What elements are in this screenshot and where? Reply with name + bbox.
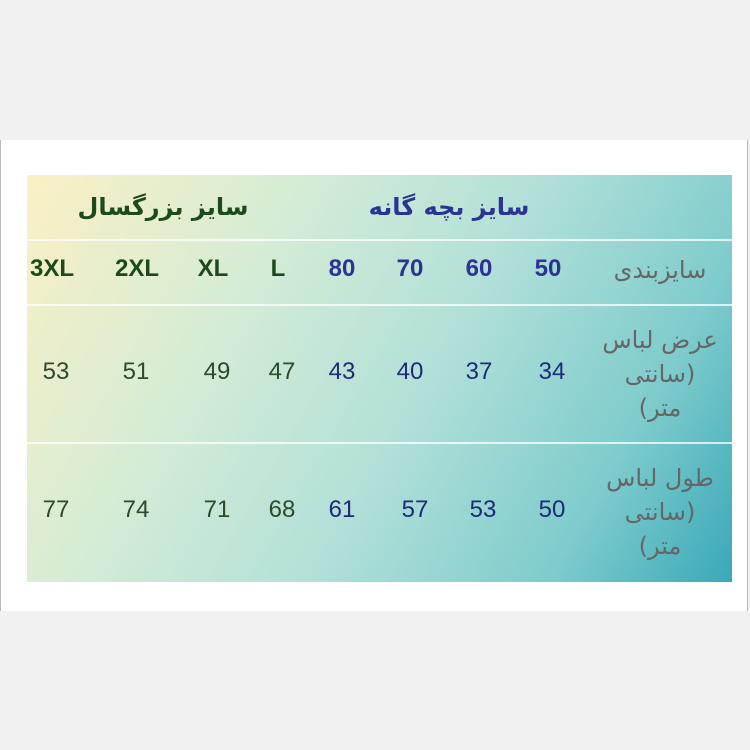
width-value: 47: [268, 358, 296, 385]
length-value: 77: [42, 496, 70, 523]
width-value: 43: [328, 358, 356, 385]
width-row-label: عرض لباس (سانتی متر): [602, 326, 718, 422]
length-value: 53: [469, 496, 497, 523]
width-value: 49: [203, 358, 231, 385]
length-value: 71: [203, 496, 231, 523]
size-l: L: [270, 255, 286, 282]
size-80: 80: [328, 255, 356, 282]
width-value: 37: [465, 358, 493, 385]
size-2xl: 2XL: [114, 255, 160, 282]
kids-size-heading: سایز بچه گانه: [368, 193, 530, 221]
size-50: 50: [534, 255, 562, 282]
length-value: 68: [268, 496, 296, 523]
length-value: 50: [538, 496, 566, 523]
length-row-label: طول لباس (سانتی متر): [606, 464, 714, 560]
divider: [27, 239, 732, 241]
adults-size-heading: سایز بزرگسال: [77, 193, 249, 221]
length-value: 57: [401, 496, 429, 523]
size-60: 60: [465, 255, 493, 282]
divider: [27, 304, 732, 306]
size-3xl: 3XL: [29, 255, 75, 282]
length-value: 61: [328, 496, 356, 523]
width-value: 53: [42, 358, 70, 385]
size-70: 70: [396, 255, 424, 282]
width-value: 40: [396, 358, 424, 385]
width-value: 34: [538, 358, 566, 385]
divider: [27, 442, 732, 444]
width-value: 51: [122, 358, 150, 385]
size-xl: XL: [197, 255, 229, 282]
size-row-label: سایزبندی: [613, 256, 707, 284]
length-value: 74: [122, 496, 150, 523]
size-chart-table: سایز بچه گانه سایز بزرگسال سایزبندی عرض …: [27, 175, 732, 582]
